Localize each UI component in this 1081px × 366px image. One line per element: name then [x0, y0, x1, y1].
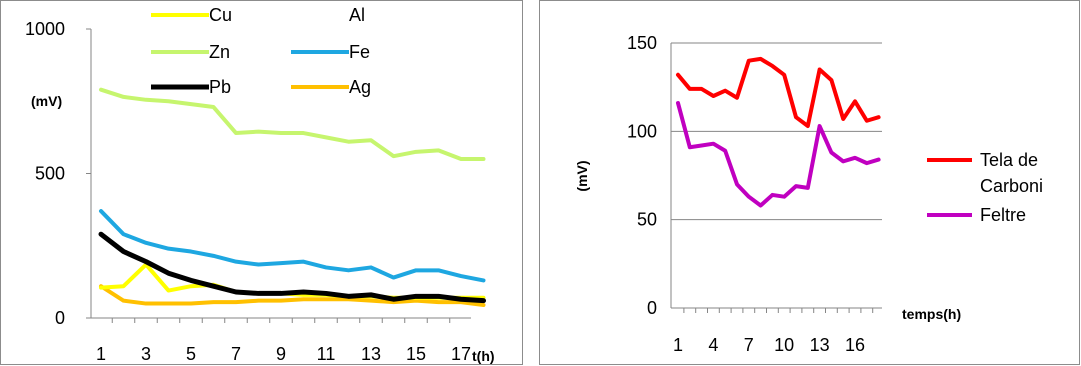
x-tick-label: 7 — [744, 335, 754, 355]
series-line-pb — [98, 231, 486, 304]
y-tick-label: 100 — [627, 121, 657, 141]
y-tick-label: 500 — [35, 164, 65, 184]
y-tick-label: 150 — [627, 33, 657, 53]
legend-label-zn: Zn — [209, 42, 230, 62]
x-tick-label: 13 — [810, 335, 830, 355]
legend-label-fe: Fe — [349, 42, 370, 62]
y-axis-label: (mV) — [31, 93, 62, 109]
x-tick-label: 3 — [141, 344, 151, 364]
x-tick-label: 4 — [708, 335, 718, 355]
x-tick-label: 1 — [96, 344, 106, 364]
y-tick-label: 0 — [55, 308, 65, 328]
x-tick-label: 17 — [451, 344, 471, 364]
legend-label-line: Feltre — [980, 205, 1026, 225]
x-axis-label: t(h) — [472, 348, 495, 364]
x-tick-label: 10 — [774, 335, 794, 355]
series-line-tela-de-carboni — [676, 56, 881, 129]
legend-label-ag: Ag — [349, 77, 371, 97]
x-tick-label: 7 — [231, 344, 241, 364]
chart-panel-left: 0 500 1000 1 3 5 7 9 11 13 15 17 t(h) (mV) Cu Al Zn Fe Pb A… — [0, 0, 523, 365]
series-line-feltre — [676, 101, 881, 208]
x-tick-label: 11 — [317, 344, 336, 364]
y-tick-label: 50 — [637, 210, 657, 230]
x-tick-label: 5 — [186, 344, 196, 364]
legend-label-cu: Cu — [209, 5, 232, 25]
chart-right: 0 50 100 150 1 4 7 10 13 16 temps(h) (mV) Tela de Car… — [574, 33, 1043, 355]
x-tick-label: 16 — [845, 335, 865, 355]
x-axis-label: temps(h) — [902, 306, 961, 322]
legend-label-feltre: Feltre — [980, 205, 1026, 225]
x-tick-label: 13 — [361, 344, 381, 364]
x-tick-label: 1 — [673, 335, 683, 355]
legend-label-pb: Pb — [209, 77, 231, 97]
series-line-ag — [99, 284, 486, 307]
y-tick-label: 0 — [647, 298, 657, 318]
chart-panel-right: 0 50 100 150 1 4 7 10 13 16 temps(h) (mV) Tela de Car… — [539, 0, 1080, 365]
y-tick-label: 1000 — [25, 19, 65, 39]
x-tick-label: 15 — [406, 344, 426, 364]
series-line-zn — [99, 87, 486, 162]
y-axis-label: (mV) — [574, 160, 590, 191]
legend-label-tela-de-carboni: Tela de Carboni — [980, 150, 1043, 196]
series-line-al — [99, 207, 486, 245]
legend-label-al: Al — [349, 5, 365, 25]
x-tick-label: 9 — [276, 344, 286, 364]
legend-label-line: Tela de — [980, 150, 1038, 170]
series-line-fe — [99, 209, 486, 283]
legend-label-line: Carboni — [980, 176, 1043, 196]
